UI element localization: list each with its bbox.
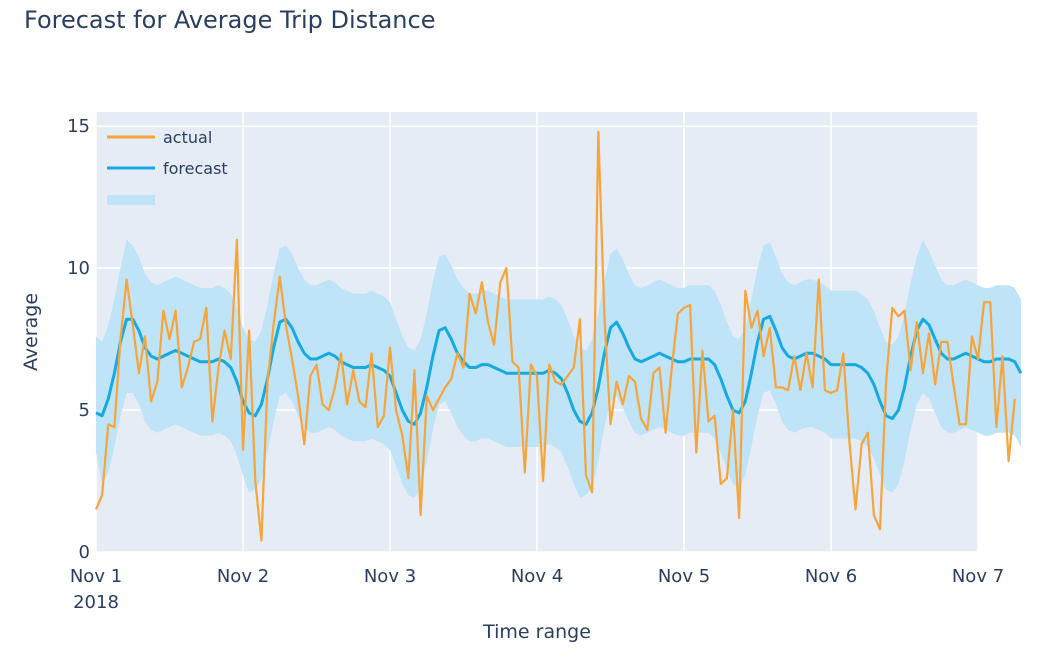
actual-line[interactable] [94,130,1016,542]
x-axis-ticks: Nov 1 2018 Nov 2 Nov 3 Nov 4 Nov 5 Nov 6 Nov 7 [70,566,1004,613]
x-tick-sublabel: 2018 [73,592,119,613]
y-axis-ticks: 0 5 10 15 [67,116,90,563]
y-axis-title: Average [20,293,42,371]
x-tick-label: Nov 4 [511,566,563,587]
confidence-band[interactable] [96,239,1021,499]
series-lines-layer [94,130,1023,542]
x-axis-title: Time range [482,621,591,643]
chart-title: Forecast for Average Trip Distance [24,6,436,34]
y-tick-label: 10 [67,258,90,279]
legend-item-band[interactable] [107,195,155,205]
confidence-band-layer [96,239,1021,499]
y-tick-label: 0 [79,542,90,563]
x-tick-label: Nov 6 [805,566,857,587]
x-tick-label: Nov 5 [658,566,710,587]
legend[interactable]: actual forecast [107,128,228,205]
legend-label: forecast [163,159,228,178]
legend-item-forecast[interactable]: forecast [107,159,228,178]
x-tick-label: Nov 1 [70,566,122,587]
legend-label: actual [163,128,212,147]
x-tick-label: Nov 3 [364,566,416,587]
forecast-line[interactable] [95,314,1023,426]
legend-swatch [107,195,155,205]
y-tick-label: 15 [67,116,90,137]
x-tick-label: Nov 2 [217,566,269,587]
y-tick-label: 5 [79,400,90,421]
legend-item-actual[interactable]: actual [107,128,212,147]
x-tick-label: Nov 7 [952,566,1004,587]
